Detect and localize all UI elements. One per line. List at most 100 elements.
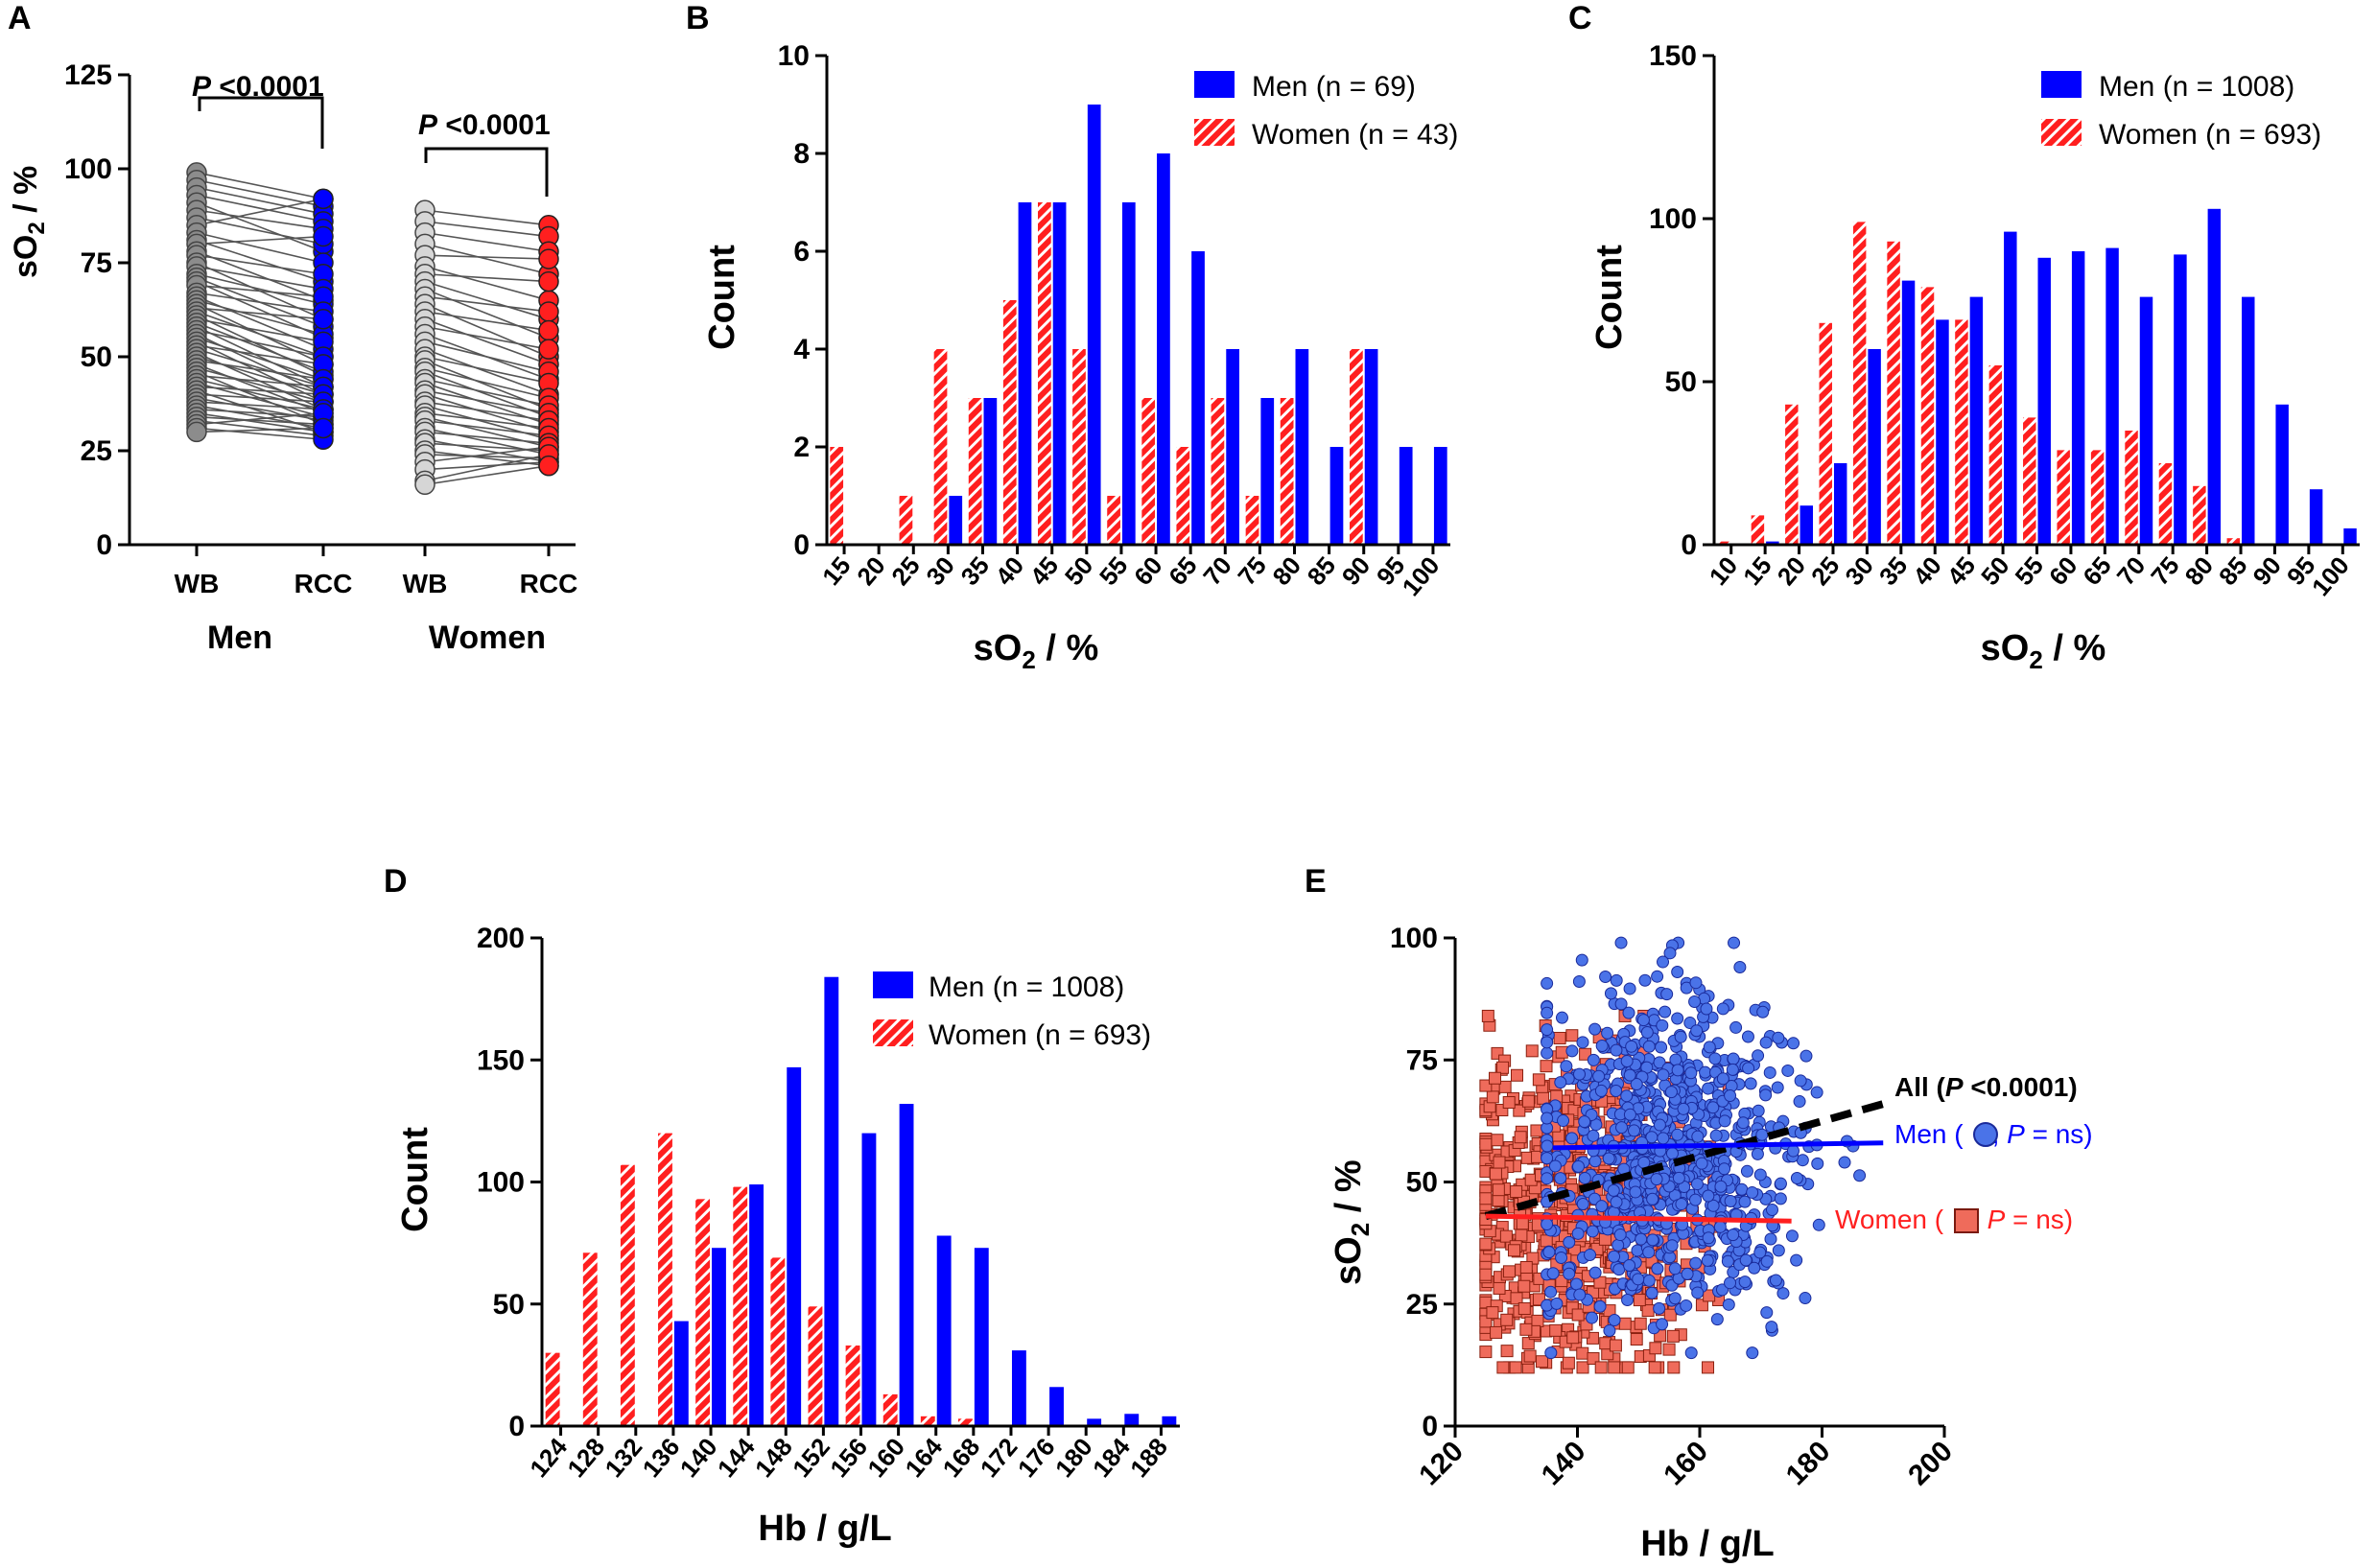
d-bar-men [712, 1248, 726, 1426]
e-point-men [1657, 1068, 1670, 1082]
e-point-men [1544, 1346, 1558, 1360]
e-point-men [1716, 1002, 1729, 1016]
e-point-men [1772, 1031, 1785, 1044]
e-point-men [1656, 1018, 1669, 1032]
e-y-tick-label: 50 [1406, 1167, 1438, 1199]
e-point-women [1507, 1244, 1520, 1257]
e-point-men [1544, 1285, 1558, 1299]
e-y-tick-label: 0 [1422, 1411, 1438, 1442]
a-pair-line-men [196, 299, 324, 336]
e-x-tick-label: 120 [1413, 1436, 1470, 1492]
e-point-men [1714, 1180, 1728, 1193]
e-point-men [1771, 1081, 1784, 1094]
d-x-tick-label: 188 [1124, 1433, 1173, 1484]
e-point-men [1838, 1156, 1851, 1169]
e-point-men [1646, 1192, 1659, 1205]
a-point-rcc-women [538, 301, 559, 322]
e-point-men [1781, 1064, 1795, 1077]
e-point-men [1651, 1262, 1664, 1275]
a-pair-line-women [424, 221, 550, 238]
e-point-men [1746, 1346, 1759, 1360]
b-y-tick-label: 8 [793, 138, 810, 170]
b-bar-women [968, 398, 982, 545]
d-x-tick-label: 156 [824, 1433, 873, 1484]
e-point-men [1759, 1036, 1773, 1049]
b-bar-men [1018, 202, 1032, 545]
e-x-tick-label: 200 [1902, 1436, 1959, 1492]
e-point-men [1541, 1217, 1554, 1230]
c-bar-women [2158, 463, 2173, 545]
b-x-tick-label: 45 [1024, 551, 1065, 591]
a-p-value-women: P <0.0001 [418, 109, 551, 141]
d-x-tick-label: 144 [712, 1432, 761, 1483]
b-x-tick-label: 90 [1336, 551, 1376, 591]
d-bar-women [582, 1252, 598, 1426]
d-y-tick-label: 0 [508, 1411, 525, 1442]
a-pair-line-women [424, 311, 550, 332]
e-point-men [1748, 1261, 1761, 1275]
e-point-men [1555, 1011, 1568, 1024]
d-bar-women [845, 1346, 860, 1426]
e-point-men [1718, 1114, 1731, 1128]
e-point-men [1612, 1263, 1626, 1276]
e-x-tick-label: 140 [1536, 1436, 1592, 1492]
e-point-men [1690, 1178, 1704, 1191]
e-point-men [1629, 1185, 1642, 1199]
e-point-men [1575, 953, 1588, 967]
b-legend-women-label: Women (n = 43) [1252, 119, 1458, 151]
a-point-rcc-men [313, 188, 334, 210]
e-point-men [1651, 970, 1664, 983]
d-bar-men [974, 1248, 989, 1426]
e-point-men [1610, 1195, 1623, 1208]
e-point-men [1765, 1203, 1778, 1216]
d-x-tick-label: 164 [899, 1432, 948, 1483]
a-pair-line-men [196, 235, 324, 246]
e-point-men [1613, 1229, 1627, 1242]
a-pair-line-women [424, 412, 550, 430]
b-bar-men [1433, 447, 1447, 545]
e-point-men [1586, 1225, 1599, 1238]
e-point-men [1706, 1199, 1720, 1212]
e-point-men [1753, 1168, 1767, 1182]
b-y-axis-label: Count [702, 245, 742, 350]
b-bar-women [933, 349, 948, 545]
e-point-women [1549, 1323, 1563, 1337]
e-point-men [1785, 1229, 1799, 1243]
a-pair-line-men [196, 194, 324, 222]
d-bar-men [861, 1133, 877, 1426]
e-point-women [1486, 1090, 1499, 1104]
d-bar-women [658, 1133, 672, 1426]
e-point-women [1517, 1302, 1531, 1316]
c-y-tick-label: 0 [1681, 529, 1697, 561]
e-point-men [1550, 1297, 1564, 1310]
e-point-men [1810, 1086, 1823, 1099]
d-bar-women [808, 1306, 823, 1426]
a-group-label-men: Men [207, 620, 272, 656]
e-point-men [1713, 1220, 1727, 1233]
d-x-tick-label: 152 [787, 1433, 835, 1484]
e-point-men [1726, 1063, 1739, 1076]
e-point-men [1729, 1020, 1743, 1034]
d-x-tick-label: 176 [1012, 1433, 1061, 1484]
b-x-axis-label: sO2 / % [974, 628, 1099, 674]
a-pair-line-men [196, 217, 324, 246]
e-point-women [1530, 1124, 1543, 1137]
e-point-men [1623, 1068, 1636, 1082]
b-bar-men [1329, 447, 1344, 545]
e-point-men [1658, 1005, 1672, 1018]
e-point-women [1594, 1361, 1608, 1374]
a-y-tick-label: 100 [64, 153, 112, 185]
e-point-men [1563, 1267, 1576, 1280]
e-point-men [1772, 1244, 1785, 1257]
e-point-men [1718, 1162, 1731, 1176]
c-bar-men [1800, 505, 1814, 545]
e-point-men [1695, 1157, 1708, 1170]
e-point-men [1610, 973, 1623, 987]
d-y-tick-label: 50 [493, 1289, 525, 1321]
d-x-tick-label: 168 [937, 1433, 986, 1484]
c-y-tick-label: 50 [1665, 366, 1697, 398]
e-point-men [1554, 1076, 1567, 1089]
a-y-tick-label: 0 [96, 529, 112, 561]
e-point-men [1702, 1189, 1715, 1203]
b-bar-men [983, 398, 998, 545]
